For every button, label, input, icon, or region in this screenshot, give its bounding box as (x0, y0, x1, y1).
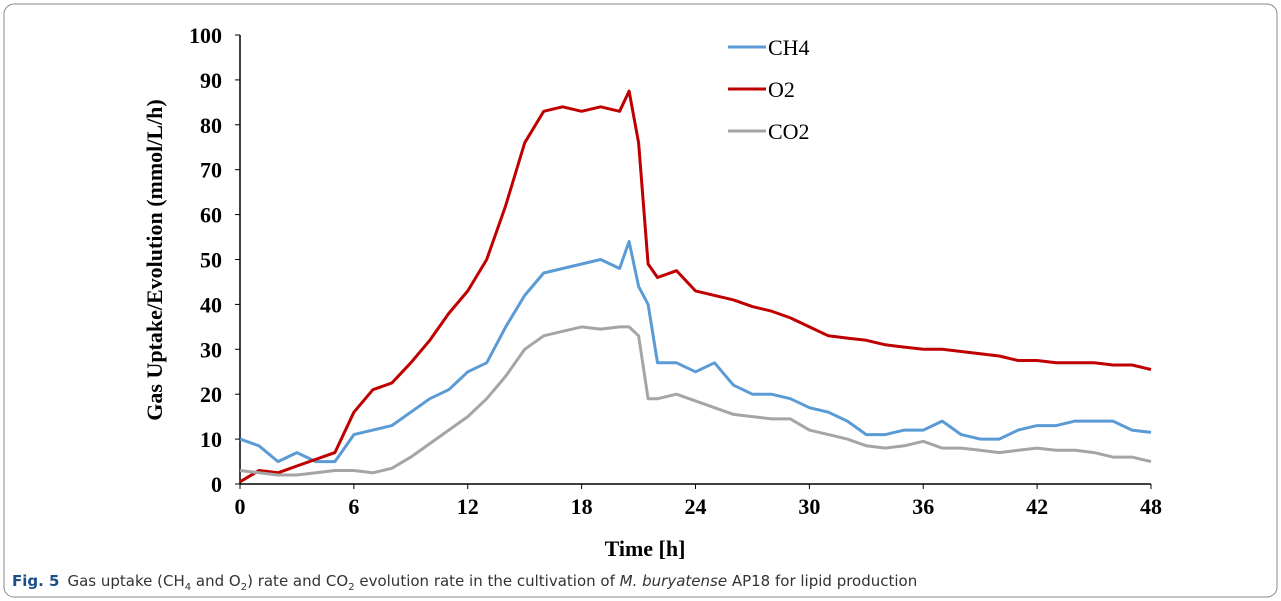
x-tick-label: 42 (1026, 494, 1048, 519)
caption-italic: M. buryatense (620, 572, 727, 590)
line-series (239, 325, 1152, 477)
x-tick-label: 18 (571, 494, 593, 519)
caption-text: Gas uptake (CH (67, 572, 184, 590)
caption-label: Fig. 5 (12, 572, 59, 590)
legend-label: CH4 (768, 35, 810, 60)
x-tick-label: 24 (685, 494, 707, 519)
caption-text: evolution rate in the cultivation of (355, 572, 620, 590)
y-tick-label: 0 (211, 472, 222, 497)
caption-text: and O (191, 572, 241, 590)
y-tick-label: 20 (200, 382, 222, 407)
line-series (239, 240, 1152, 464)
y-tick-label: 80 (200, 113, 222, 138)
y-tick-label: 50 (200, 248, 222, 273)
x-tick-label: 30 (798, 494, 820, 519)
x-tick-label: 36 (912, 494, 934, 519)
y-tick-label: 40 (200, 292, 222, 317)
y-tick-label: 60 (200, 203, 222, 228)
frame (3, 3, 1278, 598)
x-tick-label: 48 (1140, 494, 1162, 519)
caption-sub: 2 (348, 582, 354, 593)
y-tick-label: 70 (200, 158, 222, 183)
legend-label: O2 (768, 77, 795, 102)
x-tick-label: 12 (457, 494, 479, 519)
y-tick-label: 90 (200, 68, 222, 93)
x-tick-label: 6 (348, 494, 359, 519)
caption-text: AP18 for lipid production (727, 572, 917, 590)
y-tick-label: 10 (200, 427, 222, 452)
x-axis-title: Time [h] (605, 536, 686, 561)
caption-text: ) rate and CO (247, 572, 348, 590)
caption-sub: 2 (241, 582, 247, 593)
caption-sub: 4 (185, 582, 191, 593)
legend-label: CO2 (768, 119, 810, 144)
x-tick-label: 0 (235, 494, 246, 519)
y-tick-label: 30 (200, 337, 222, 362)
y-axis-title: Gas Uptake/Evolution (mmol/L/h) (142, 99, 167, 420)
y-tick-label: 100 (189, 23, 222, 48)
caption: Fig. 5 Gas uptake (CH4 and O2) rate and C… (12, 572, 917, 593)
line-series (239, 89, 1152, 484)
